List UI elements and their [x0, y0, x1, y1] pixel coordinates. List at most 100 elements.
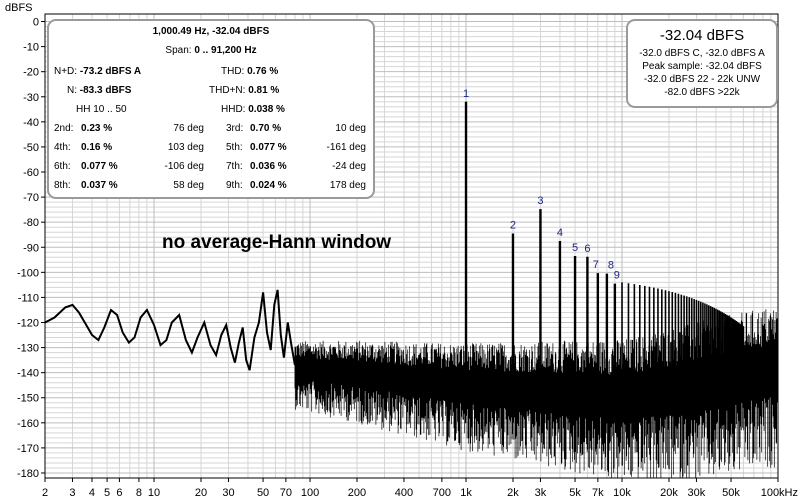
x-axis-ticks: 2 3 4 5 6 8 10 20 30 50 70 100 200 400 700 1k 2k 3k 5k 7k 10…	[42, 478, 798, 499]
y-tick-label: -160	[17, 418, 39, 430]
harmonic-b-label: 9th:	[226, 180, 243, 191]
harmonic-label-6: 6	[584, 243, 590, 255]
level-line-weighting: -32.0 dBFS C, -32.0 dBFS A	[639, 48, 765, 59]
y-tick-label: -140	[17, 368, 39, 380]
harmonic-a-phase: 103 deg	[167, 142, 204, 153]
harmonic-b-value: 0.077 %	[250, 142, 287, 153]
level-readout-panel: -32.04 dBFS -32.0 dBFS C, -32.0 dBFS A P…	[626, 19, 778, 108]
harmonic-b-value: 0.024 %	[250, 180, 287, 191]
harmonic-b-phase: -24 deg	[332, 161, 366, 172]
harmonic-a-value: 0.077 %	[81, 161, 118, 172]
y-tick-label: -100	[17, 267, 39, 279]
y-axis-ticks: 0 -10 -20 -30 -40 -50 -60 -70 -80 -90 -100 -110 -120…	[17, 17, 45, 480]
plot-frame	[44, 13, 779, 479]
span-readout: Span: 0 .. 91,200 Hz	[49, 45, 373, 56]
y-tick-label: -180	[17, 468, 39, 480]
y-tick-label: -60	[23, 167, 39, 179]
noise-readout: N: -83.3 dBFS	[67, 85, 131, 96]
x-tick-label: 5k	[569, 487, 581, 499]
x-tick-label: 6	[116, 487, 122, 499]
harmonic-a-phase: 76 deg	[173, 123, 204, 134]
thdn-value: 0.81 %	[248, 85, 280, 96]
window-annotation: no average-Hann window	[162, 232, 392, 253]
harmonic-a-label: 4th:	[54, 142, 71, 153]
x-tick-label: 4	[89, 487, 95, 499]
x-tick-label: 30k	[688, 487, 706, 499]
noise-floor-trace	[294, 309, 779, 478]
harmonic-label-4: 4	[557, 227, 563, 239]
x-tick-label: 7k	[592, 487, 604, 499]
span-value: 0 .. 91,200 Hz	[194, 45, 257, 56]
harmonic-a-phase: -106 deg	[164, 161, 204, 172]
thd-value: 0.76 %	[247, 66, 279, 77]
thdn-readout: THD+N: 0.81 %	[209, 85, 279, 96]
x-tick-label: 3k	[535, 487, 547, 499]
y-tick-label: -40	[23, 117, 39, 129]
x-tick-label: 50k	[722, 487, 740, 499]
harmonic-b-phase: 10 deg	[335, 123, 366, 134]
hhd-value: 0.038 %	[248, 104, 285, 115]
harmonic-b-phase: 178 deg	[329, 180, 366, 191]
harmonic-label-8: 8	[608, 260, 614, 272]
cursor-readout: 1,000.49 Hz, -32.04 dBFS	[152, 26, 270, 37]
harmonic-a-value: 0.23 %	[81, 123, 113, 134]
x-tick-label: 100kHz	[761, 487, 798, 499]
hh-range-label: HH 10 .. 50	[76, 104, 127, 115]
harmonic-b-label: 5th:	[226, 142, 243, 153]
harmonic-label-3: 3	[537, 195, 543, 207]
x-tick-label: 30	[222, 487, 234, 499]
harmonic-label-1: 1	[463, 88, 469, 100]
y-axis-label: dBFS	[5, 2, 33, 14]
y-tick-label: -120	[17, 317, 39, 329]
nd-value: -73.2 dBFS A	[79, 66, 142, 77]
harmonic-a-value: 0.037 %	[81, 180, 118, 191]
y-tick-label: -170	[17, 443, 39, 455]
harmonic-b-label: 3rd:	[226, 123, 244, 134]
y-tick-label: -50	[23, 142, 39, 154]
x-tick-label: 8	[136, 487, 142, 499]
harmonic-b-value: 0.036 %	[250, 161, 287, 172]
harmonic-label-9: 9	[614, 270, 620, 282]
harmonic-a-phase: 58 deg	[173, 180, 204, 191]
y-tick-label: -130	[17, 343, 39, 355]
noise-label: N:	[67, 85, 77, 96]
nd-readout: N+D: -73.2 dBFS A	[54, 66, 141, 77]
noise-floor-path	[294, 309, 779, 478]
harmonic-a-label: 6th:	[54, 161, 71, 172]
harmonic-a-label: 2nd:	[54, 123, 74, 134]
x-tick-label: 20k	[660, 487, 678, 499]
nd-label: N+D:	[54, 66, 78, 77]
low-frequency-trace	[44, 289, 296, 371]
x-tick-label: 2	[42, 487, 48, 499]
x-tick-label: 3	[69, 487, 75, 499]
x-tick-label: 2k	[507, 487, 519, 499]
harmonic-label-5: 5	[572, 242, 578, 254]
level-line-unweighted: -32.0 dBFS 22 - 22k UNW	[643, 74, 761, 85]
harmonic-peaks: 1 2 3 45 67 89	[463, 88, 745, 386]
harmonic-b-label: 7th:	[226, 161, 243, 172]
y-tick-label: -20	[23, 67, 39, 79]
measurement-stats-panel: 1,000.49 Hz, -32.04 dBFS Span: 0 .. 91,2…	[47, 19, 375, 199]
x-tick-label: 10k	[613, 487, 631, 499]
harmonic-b-value: 0.70 %	[250, 123, 282, 134]
x-tick-label: 5	[104, 487, 110, 499]
y-tick-label: -70	[23, 192, 39, 204]
thdn-label: THD+N:	[209, 85, 246, 96]
x-tick-label: 70	[280, 487, 292, 499]
harmonic-label-7: 7	[593, 259, 599, 271]
level-line-peak: Peak sample: -32.04 dBFS	[642, 61, 762, 72]
level-line-above-22k: -82.0 dBFS >22k	[664, 87, 740, 98]
hhd-readout: HHD: 0.038 %	[221, 104, 285, 115]
harmonic-label-2: 2	[510, 219, 516, 231]
hhd-label: HHD:	[221, 104, 246, 115]
x-tick-label: 1k	[460, 487, 472, 499]
harmonic-a-label: 8th:	[54, 180, 71, 191]
x-tick-label: 50	[257, 487, 269, 499]
x-tick-label: 700	[433, 487, 451, 499]
x-tick-label: 20	[195, 487, 207, 499]
y-tick-label: 0	[33, 17, 39, 29]
thd-label: THD:	[221, 66, 245, 77]
y-tick-label: -110	[18, 292, 39, 304]
noise-value: -83.3 dBFS	[79, 85, 132, 96]
main-level: -32.04 dBFS	[659, 27, 745, 44]
